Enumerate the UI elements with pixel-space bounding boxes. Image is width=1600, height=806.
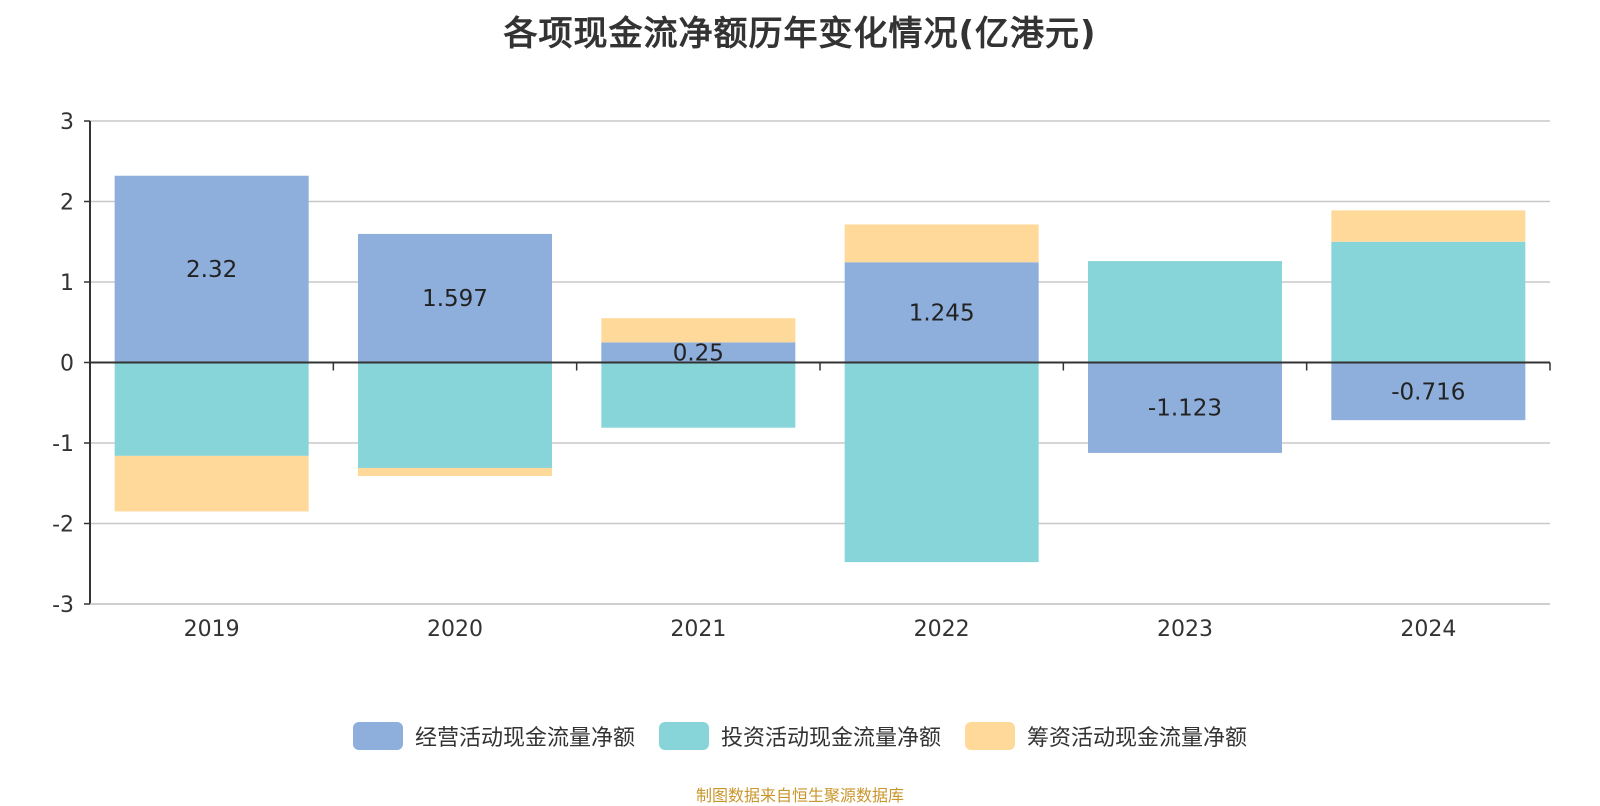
y-tick-label: -1 bbox=[52, 432, 74, 457]
data-label-operating-2021: 0.25 bbox=[673, 340, 724, 366]
x-tick-label: 2022 bbox=[914, 617, 970, 642]
x-tick-label: 2019 bbox=[184, 617, 240, 642]
bars bbox=[114, 175, 1526, 563]
data-label-operating-2024: -0.716 bbox=[1391, 379, 1465, 405]
bar-operating-2021 bbox=[601, 342, 796, 363]
bar-financing-2020 bbox=[358, 467, 552, 477]
legend-label-investing: 投资活动现金流量净额 bbox=[720, 726, 941, 751]
bar-investing-2019 bbox=[114, 362, 309, 456]
data-label-operating-2019: 2.32 bbox=[186, 257, 237, 283]
bar-financing-2022 bbox=[844, 224, 1039, 263]
bar-investing-2023 bbox=[1088, 261, 1282, 363]
legend-item-financing[interactable]: 筹资活动现金流量净额 bbox=[965, 720, 1247, 752]
x-tick-label: 2021 bbox=[670, 617, 726, 642]
bar-investing-2024 bbox=[1331, 241, 1526, 363]
chart-title: 各项现金流净额历年变化情况(亿港元) bbox=[503, 14, 1097, 54]
y-tick-label: 1 bbox=[60, 271, 74, 296]
bar-financing-2021 bbox=[601, 318, 796, 343]
y-tick-label: -3 bbox=[52, 593, 74, 618]
y-tick-label: 2 bbox=[60, 191, 74, 216]
x-tick-label: 2020 bbox=[427, 617, 483, 642]
y-tick-label: 3 bbox=[60, 110, 74, 135]
bar-investing-2022 bbox=[844, 362, 1039, 563]
bar-operating-2023 bbox=[1088, 362, 1282, 453]
bar-operating-2019 bbox=[114, 175, 309, 363]
legend-item-investing[interactable]: 投资活动现金流量净额 bbox=[658, 720, 941, 752]
axes: 3 2 1 0 -1 -2 -3 2019 2020 2021 2022 2023 2024 bbox=[52, 110, 1551, 642]
bar-financing-2024 bbox=[1331, 210, 1526, 242]
bar-financing-2019 bbox=[114, 455, 309, 512]
legend-swatch-financing bbox=[965, 722, 1015, 750]
data-labels: 2.32 1.597 0.25 1.245 -1.123 -0.716 bbox=[186, 257, 1465, 422]
legend-swatch-operating bbox=[352, 722, 403, 750]
legend-item-operating[interactable]: 经营活动现金流量净额 bbox=[352, 720, 635, 752]
legend-swatch-investing bbox=[658, 722, 709, 750]
legend: 经营活动现金流量净额 投资活动现金流量净额 筹资活动现金流量净额 bbox=[0, 720, 1600, 752]
y-tick-label: 0 bbox=[60, 352, 74, 377]
x-tick-label: 2023 bbox=[1157, 617, 1213, 642]
bar-investing-2020 bbox=[358, 362, 552, 468]
x-tick-label: 2024 bbox=[1400, 617, 1456, 642]
data-label-operating-2020: 1.597 bbox=[422, 286, 488, 312]
legend-label-operating: 经营活动现金流量净额 bbox=[414, 726, 635, 751]
data-label-operating-2023: -1.123 bbox=[1148, 396, 1222, 422]
data-label-operating-2022: 1.245 bbox=[909, 300, 975, 326]
chart-canvas: 3 2 1 0 -1 -2 -3 2019 2020 2021 2022 2023 2024 2.32 1… bbox=[52, 110, 1551, 642]
bar-operating-2020 bbox=[358, 233, 552, 363]
y-tick-label: -2 bbox=[52, 513, 74, 538]
bar-operating-2022 bbox=[844, 262, 1039, 363]
bar-investing-2021 bbox=[601, 362, 796, 428]
legend-label-financing: 筹资活动现金流量净额 bbox=[1027, 726, 1248, 751]
source-note: 制图数据来自恒生聚源数据库 bbox=[695, 786, 904, 805]
bar-operating-2024 bbox=[1331, 362, 1526, 421]
